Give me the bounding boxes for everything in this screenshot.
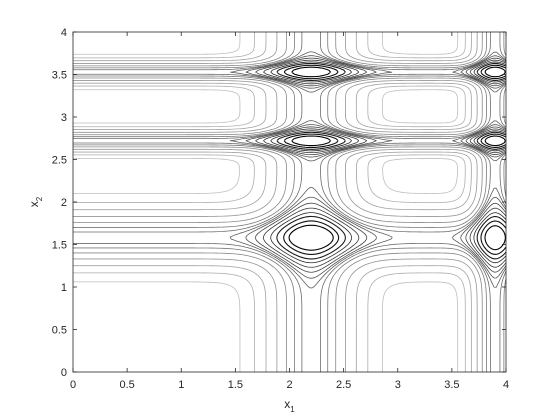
y-axis-label: x2	[27, 196, 44, 207]
y-tick-label: 3	[61, 112, 67, 124]
y-tick-label: 0	[61, 367, 67, 379]
x-tick-label: 1.5	[228, 379, 243, 391]
axes-box	[72, 31, 507, 373]
x-tick-label: 0.5	[119, 379, 134, 391]
x-tick-label: 1	[178, 379, 184, 391]
contour-level-10	[73, 32, 483, 372]
contour-level-0	[288, 66, 506, 251]
y-tick-label: 0.5	[52, 325, 67, 337]
x-axis-label-subscript: 1	[290, 405, 295, 414]
y-tick-label: 4	[61, 27, 67, 39]
contour-level-11	[73, 32, 478, 372]
y-tick-label: 2.5	[52, 155, 67, 167]
contour-level-6	[245, 55, 507, 279]
contour-level-5	[255, 57, 507, 273]
y-axis-ticks: 0 0.5 1 1.5 2 2.5 3 3.5 4	[52, 27, 506, 379]
contour-level-12	[73, 32, 472, 372]
y-tick-label: 3.5	[52, 70, 67, 82]
x-axis-ticks: 0 0.5 1 1.5 2 2.5 3 3.5 4	[70, 32, 509, 391]
y-axis-label-subscript: 2	[35, 196, 44, 201]
x-tick-label: 2.5	[336, 379, 351, 391]
contour-level-9	[73, 32, 507, 372]
x-axis-label: x1	[284, 397, 295, 414]
y-axis-label-base: x	[27, 201, 41, 207]
contour-level-13	[73, 32, 466, 372]
contour-level-7	[229, 51, 507, 289]
contour-level-3	[270, 61, 507, 264]
x-axis-label-base: x	[284, 397, 290, 411]
y-tick-label: 1.5	[52, 240, 67, 252]
plot-area	[72, 31, 507, 373]
contour-level-1	[283, 64, 507, 255]
contour-level-4	[263, 59, 507, 268]
x-tick-label: 4	[503, 379, 509, 391]
contour-level-2	[276, 62, 507, 260]
y-tick-label: 2	[61, 197, 67, 209]
x-tick-label: 2	[286, 379, 292, 391]
x-tick-label: 3.5	[444, 379, 459, 391]
x-tick-label: 3	[395, 379, 401, 391]
y-tick-label: 1	[61, 282, 67, 294]
contour-lines	[73, 32, 507, 372]
contour-level-14	[73, 32, 459, 372]
x-tick-label: 0	[70, 379, 76, 391]
contour-level-8	[73, 32, 507, 372]
